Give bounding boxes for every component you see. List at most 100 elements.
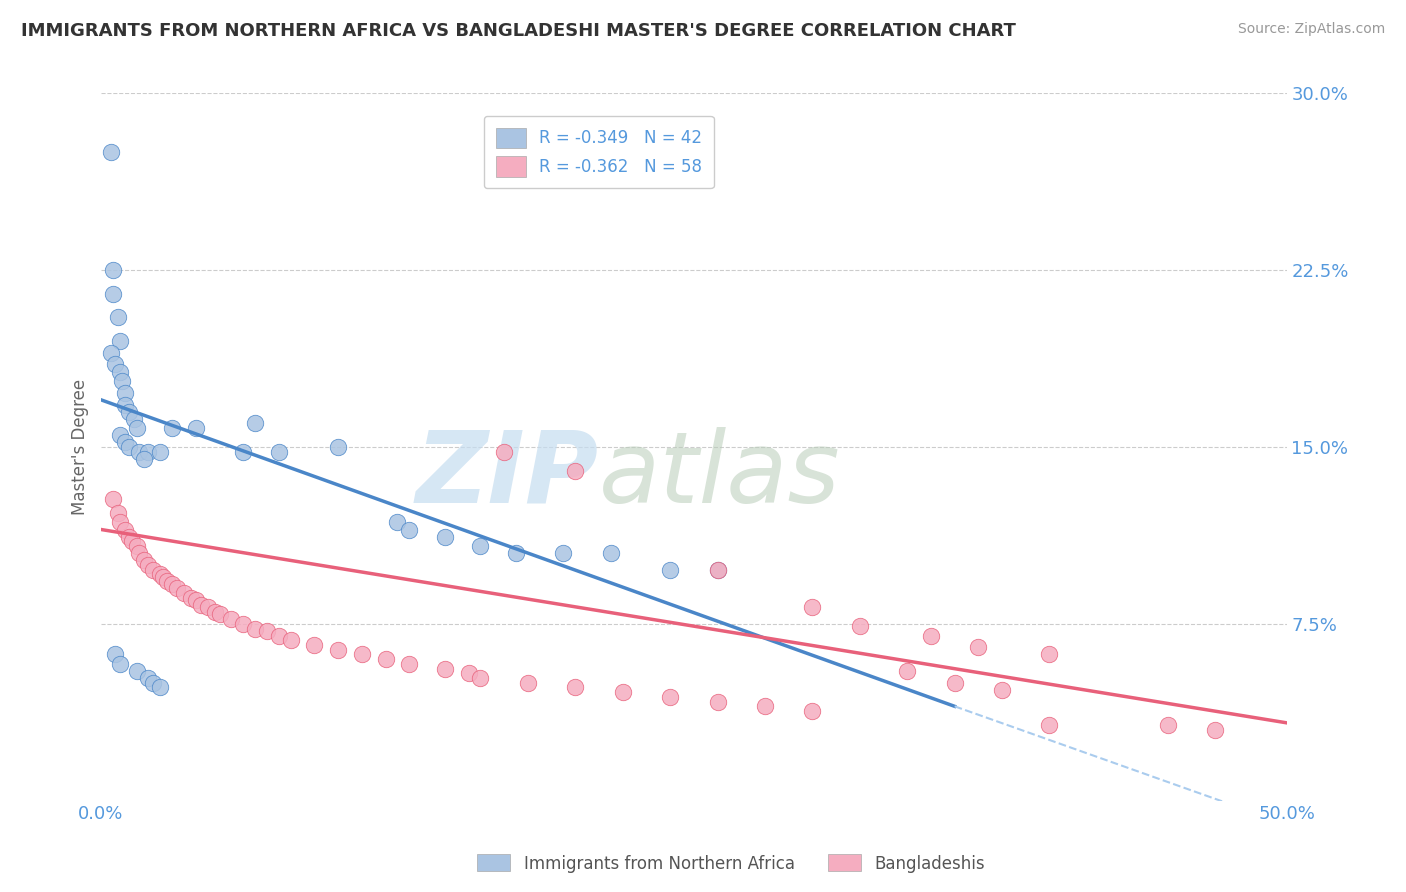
Point: [706, 563, 728, 577]
Point: [387, 516, 409, 530]
Point: [184, 593, 207, 607]
Point: [1038, 718, 1060, 732]
Point: [101, 286, 124, 301]
Point: [184, 421, 207, 435]
Point: [125, 421, 148, 435]
Point: [149, 681, 172, 695]
Point: [505, 546, 527, 560]
Point: [104, 358, 127, 372]
Point: [659, 563, 682, 577]
Point: [114, 435, 136, 450]
Point: [149, 444, 172, 458]
Point: [100, 345, 122, 359]
Point: [659, 690, 682, 704]
Point: [494, 444, 516, 458]
Point: [180, 591, 202, 605]
Point: [221, 612, 243, 626]
Point: [104, 648, 127, 662]
Point: [160, 576, 183, 591]
Point: [121, 534, 143, 549]
Point: [149, 567, 172, 582]
Point: [612, 685, 634, 699]
Text: IMMIGRANTS FROM NORTHERN AFRICA VS BANGLADESHI MASTER'S DEGREE CORRELATION CHART: IMMIGRANTS FROM NORTHERN AFRICA VS BANGL…: [21, 22, 1017, 40]
Point: [920, 629, 942, 643]
Point: [173, 586, 195, 600]
Point: [1157, 718, 1180, 732]
Point: [101, 263, 124, 277]
Legend: Immigrants from Northern Africa, Bangladeshis: Immigrants from Northern Africa, Banglad…: [471, 847, 991, 880]
Point: [516, 675, 538, 690]
Point: [142, 675, 165, 690]
Point: [599, 546, 621, 560]
Point: [138, 671, 160, 685]
Point: [138, 558, 160, 572]
Point: [160, 421, 183, 435]
Point: [118, 404, 141, 418]
Point: [111, 374, 134, 388]
Point: [328, 440, 350, 454]
Point: [125, 664, 148, 678]
Point: [801, 704, 824, 718]
Point: [243, 622, 266, 636]
Point: [280, 633, 302, 648]
Point: [101, 491, 124, 506]
Point: [433, 662, 456, 676]
Point: [142, 563, 165, 577]
Point: [128, 546, 150, 560]
Point: [108, 516, 131, 530]
Point: [118, 440, 141, 454]
Legend: R = -0.349   N = 42, R = -0.362   N = 58: R = -0.349 N = 42, R = -0.362 N = 58: [484, 116, 714, 188]
Text: ZIP: ZIP: [416, 426, 599, 524]
Point: [128, 444, 150, 458]
Point: [197, 600, 219, 615]
Point: [1204, 723, 1226, 737]
Point: [564, 681, 586, 695]
Point: [991, 682, 1014, 697]
Point: [152, 569, 174, 583]
Point: [553, 546, 575, 560]
Point: [108, 334, 131, 348]
Y-axis label: Master's Degree: Master's Degree: [72, 379, 89, 515]
Point: [114, 523, 136, 537]
Point: [433, 530, 456, 544]
Point: [100, 145, 122, 160]
Point: [457, 666, 479, 681]
Point: [122, 411, 145, 425]
Point: [801, 600, 824, 615]
Point: [114, 398, 136, 412]
Point: [107, 310, 129, 325]
Point: [470, 671, 492, 685]
Point: [108, 657, 131, 671]
Point: [107, 506, 129, 520]
Point: [267, 629, 290, 643]
Point: [232, 444, 254, 458]
Point: [204, 605, 226, 619]
Point: [849, 619, 872, 633]
Point: [156, 574, 179, 589]
Point: [374, 652, 396, 666]
Point: [132, 451, 155, 466]
Point: [232, 616, 254, 631]
Point: [350, 648, 373, 662]
Point: [267, 444, 290, 458]
Point: [967, 640, 990, 655]
Point: [706, 695, 728, 709]
Point: [114, 385, 136, 400]
Point: [304, 638, 326, 652]
Point: [1038, 648, 1060, 662]
Point: [118, 530, 141, 544]
Point: [208, 607, 231, 622]
Point: [943, 675, 966, 690]
Point: [108, 365, 131, 379]
Text: atlas: atlas: [599, 426, 841, 524]
Point: [138, 444, 160, 458]
Point: [470, 539, 492, 553]
Point: [108, 428, 131, 442]
Point: [256, 624, 278, 638]
Point: [564, 464, 586, 478]
Point: [328, 642, 350, 657]
Point: [190, 598, 212, 612]
Point: [125, 539, 148, 553]
Point: [132, 553, 155, 567]
Point: [398, 657, 420, 671]
